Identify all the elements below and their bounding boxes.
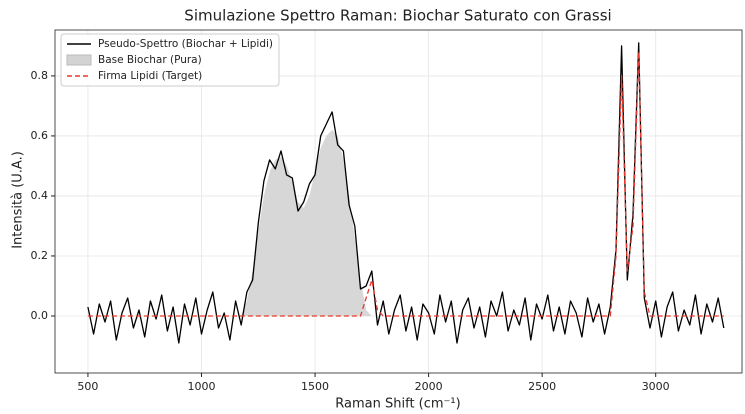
legend-box (60, 33, 280, 87)
plot-frame (54, 29, 743, 374)
y-tick-label: 0.8 (31, 69, 49, 82)
area (87, 129, 724, 316)
line (87, 51, 724, 317)
y-tick-label: 0.2 (31, 249, 49, 262)
legend-label: Base Biochar (Pura) (98, 54, 202, 66)
x-tick-label: 1000 (187, 380, 215, 393)
legend-swatch (66, 54, 92, 66)
x-tick-label: 2000 (415, 380, 443, 393)
y-tick-label: 0.4 (31, 189, 49, 202)
x-tick-label: 3000 (642, 380, 670, 393)
legend-label: Firma Lipidi (Target) (98, 70, 202, 82)
y-tick-label: 0.0 (31, 309, 49, 322)
chart-title: Simulazione Spettro Raman: Biochar Satur… (184, 7, 611, 25)
legend-label: Pseudo-Spettro (Biochar + Lipidi) (98, 38, 273, 50)
y-tick-label: 0.6 (31, 129, 49, 142)
line (87, 42, 725, 344)
y-axis-label: Intensità (U.A.) (11, 151, 26, 249)
x-axis-label: Raman Shift (cm⁻¹) (335, 397, 460, 412)
x-tick-label: 1500 (301, 380, 329, 393)
x-tick-label: 500 (77, 380, 98, 393)
x-tick-label: 2500 (528, 380, 556, 393)
